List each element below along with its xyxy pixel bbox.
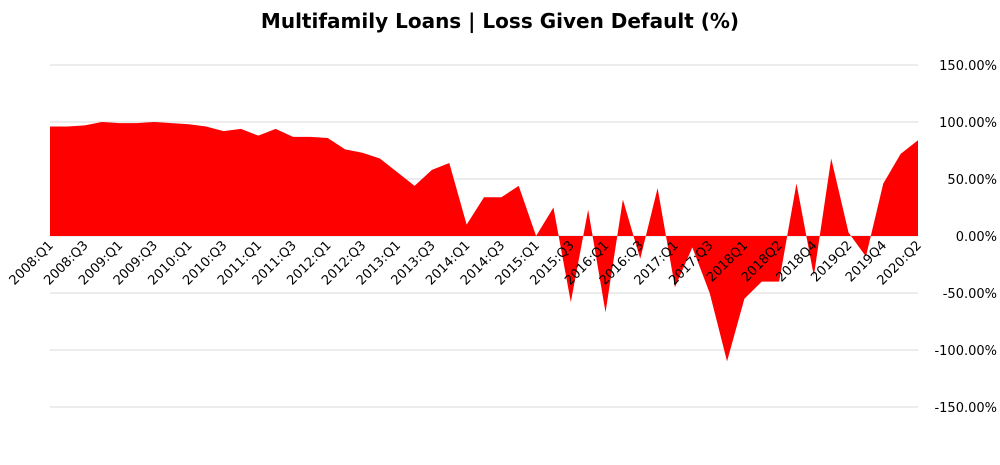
y-tick-label: -150.00%: [934, 401, 997, 416]
y-tick-label: 0.00%: [956, 230, 997, 245]
y-tick-label: 100.00%: [939, 116, 997, 131]
y-tick-label: 150.00%: [939, 59, 997, 74]
plot: [50, 122, 918, 362]
y-tick-label: 50.00%: [947, 173, 997, 188]
area: [50, 122, 918, 362]
y-tick-label: -100.00%: [934, 344, 997, 359]
chart-title: Multifamily Loans | Loss Given Default (…: [261, 9, 739, 33]
y-tick-label: -50.00%: [943, 287, 997, 302]
axis-labels: -150.00% -100.00% -50.00% 0.00% 50.00% 100.00…: [7, 59, 997, 416]
